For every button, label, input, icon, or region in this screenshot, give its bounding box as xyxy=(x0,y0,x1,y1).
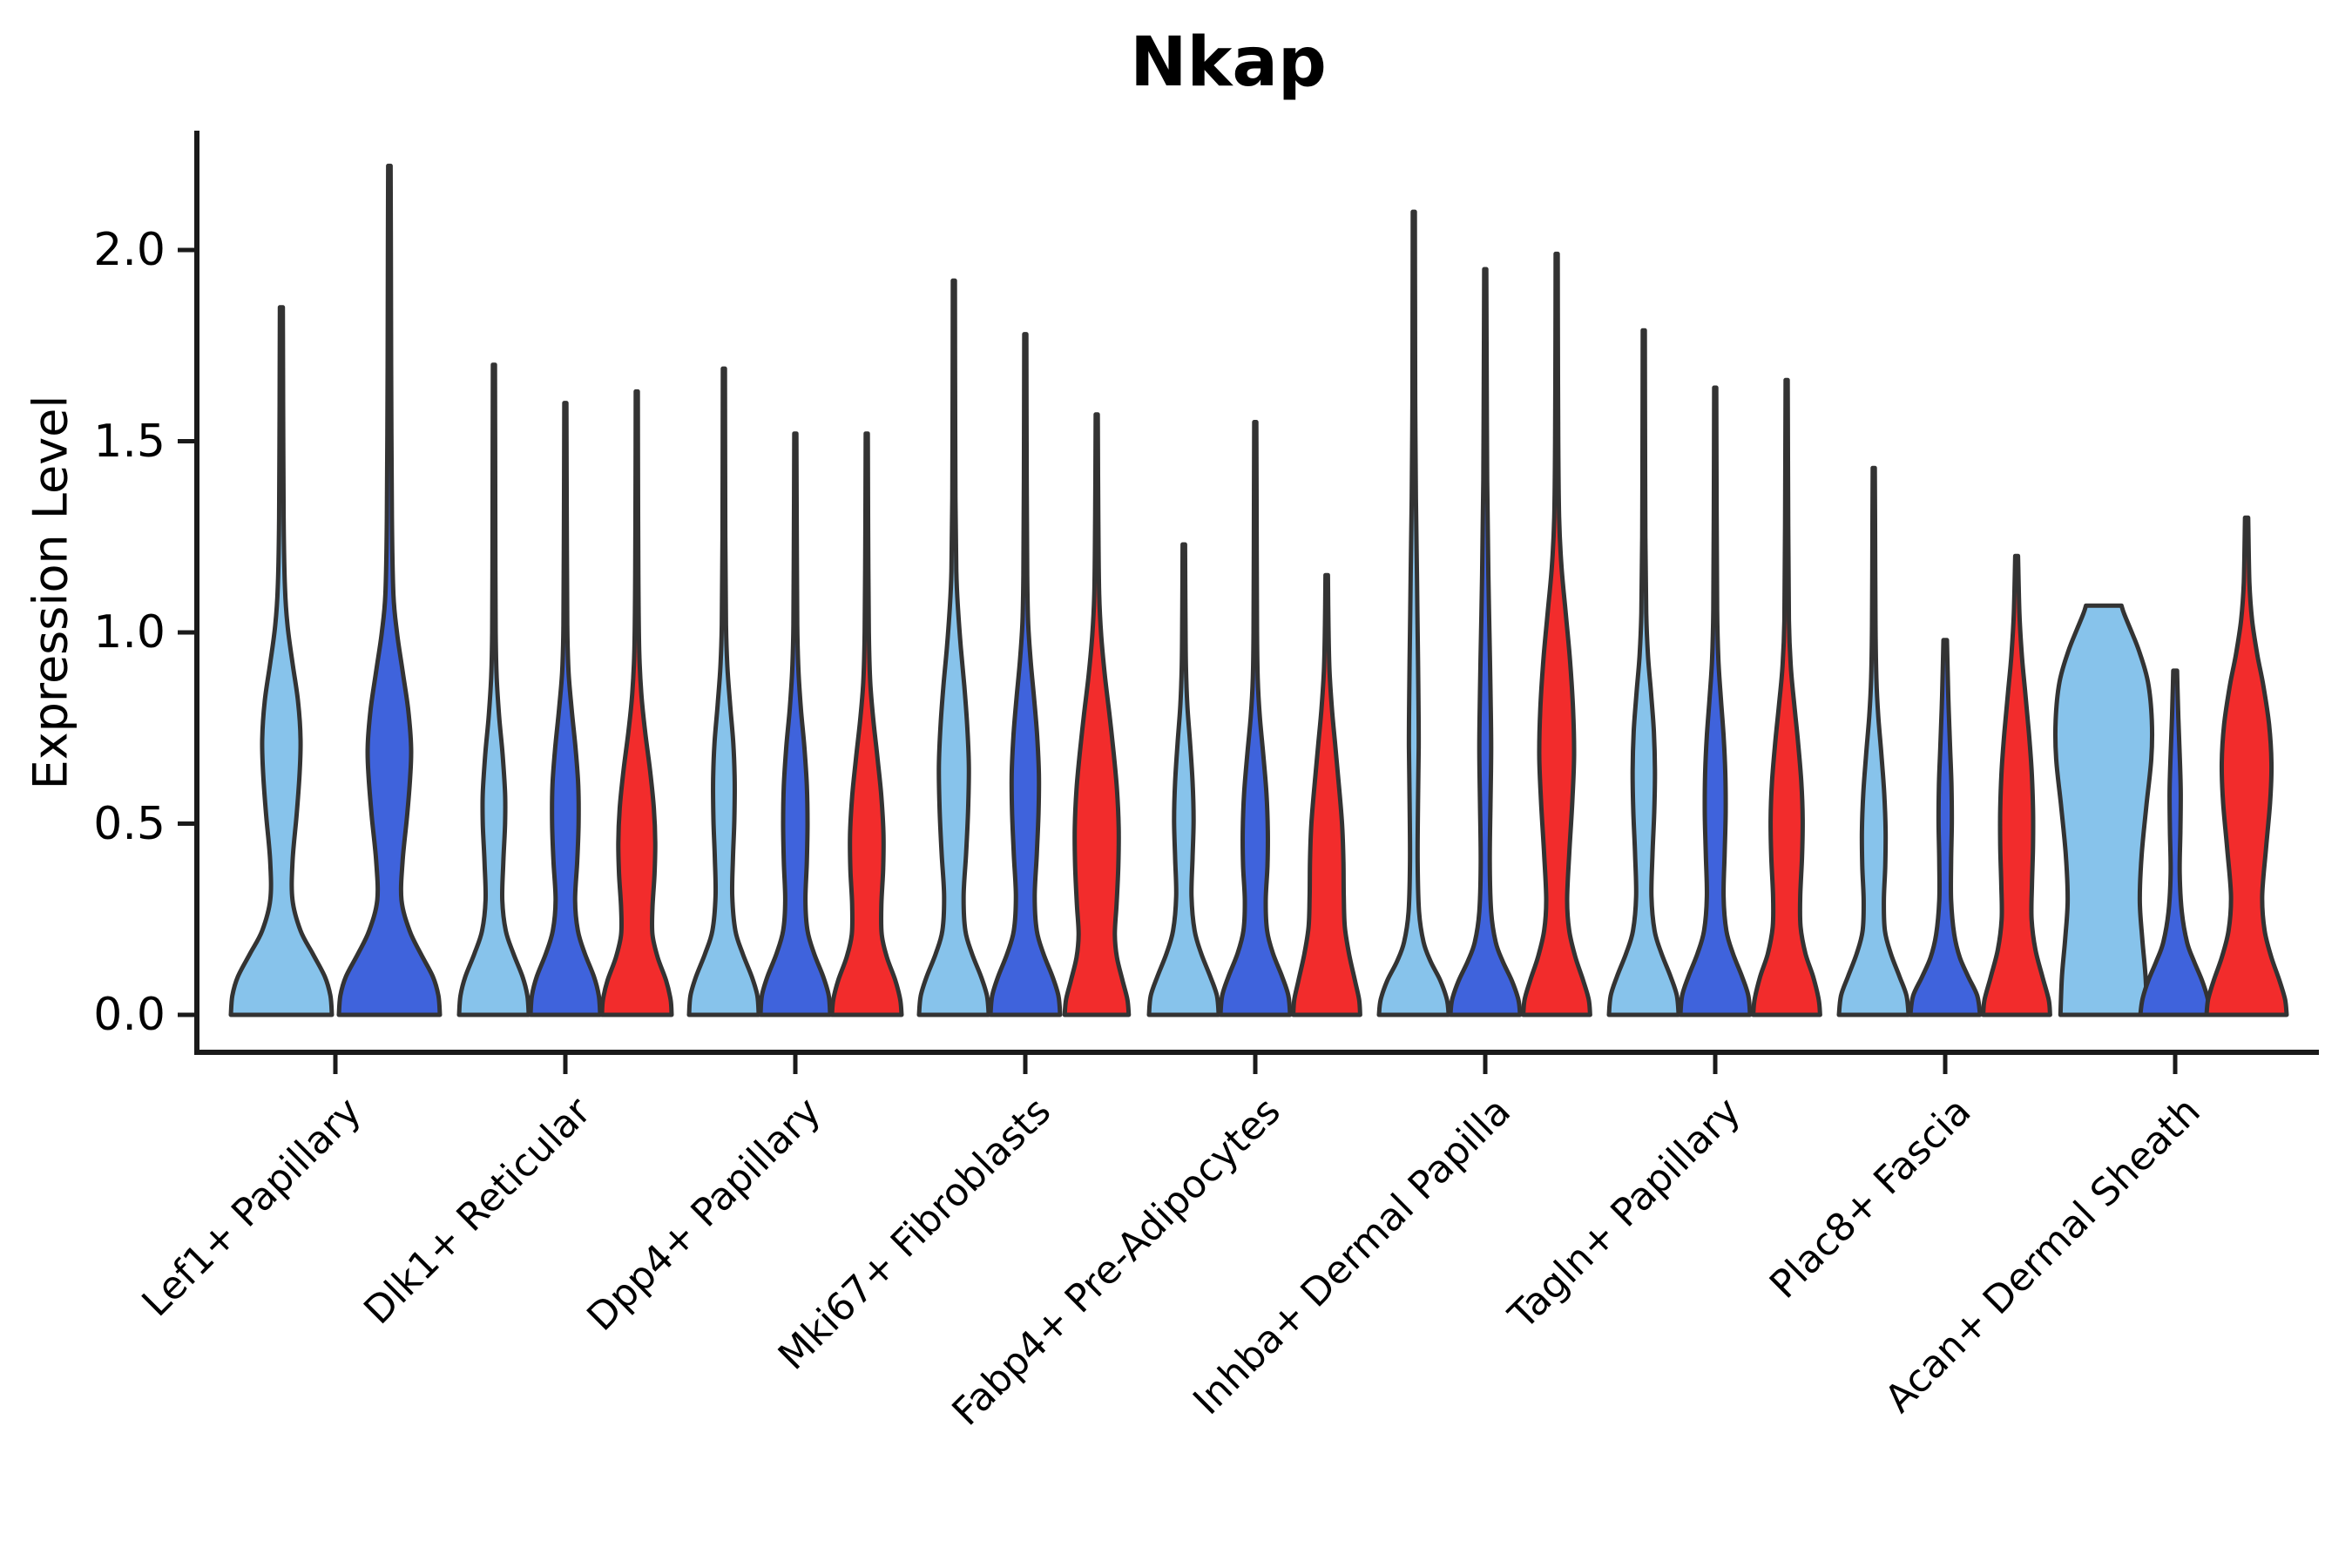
violin-1-dark_blue xyxy=(528,401,603,1017)
violin-6-dark_blue xyxy=(1678,385,1753,1017)
violin-5-dark_blue xyxy=(1448,267,1523,1017)
y-tick-label-3: 1.5 xyxy=(93,415,166,468)
y-tick-label-1: 0.5 xyxy=(93,797,166,850)
violin-4-red xyxy=(1291,572,1362,1017)
y-tick-label-2: 1.0 xyxy=(93,606,166,659)
violin-6-red xyxy=(1751,377,1822,1017)
violin-4-light_blue xyxy=(1146,542,1221,1017)
violin-8-red xyxy=(2204,515,2289,1017)
violin-3-red xyxy=(1062,412,1132,1017)
violin-8-dark_blue xyxy=(2138,668,2213,1017)
chart-title: Nkap xyxy=(1130,24,1327,102)
violin-2-light_blue xyxy=(686,366,761,1017)
violin-1-red xyxy=(599,389,674,1017)
violin-5-red xyxy=(1521,251,1592,1017)
violin-3-dark_blue xyxy=(988,332,1063,1017)
violin-2-dark_blue xyxy=(758,431,833,1017)
violin-2-red xyxy=(829,431,904,1017)
violin-8-light_blue xyxy=(2052,603,2155,1017)
violin-7-light_blue xyxy=(1836,465,1911,1017)
violin-0-dark_blue xyxy=(336,163,443,1017)
violin-6-light_blue xyxy=(1606,328,1681,1017)
violin-5-light_blue xyxy=(1376,209,1451,1017)
violin-3-light_blue xyxy=(916,278,991,1017)
violin-0-light_blue xyxy=(228,305,335,1017)
y-tick-label-0: 0.0 xyxy=(93,989,166,1041)
violin-7-dark_blue xyxy=(1908,638,1983,1017)
violin-4-dark_blue xyxy=(1218,420,1293,1017)
violin-1-light_blue xyxy=(456,362,531,1017)
y-tick-label-4: 2.0 xyxy=(93,224,166,276)
violin-7-red xyxy=(1981,553,2052,1017)
